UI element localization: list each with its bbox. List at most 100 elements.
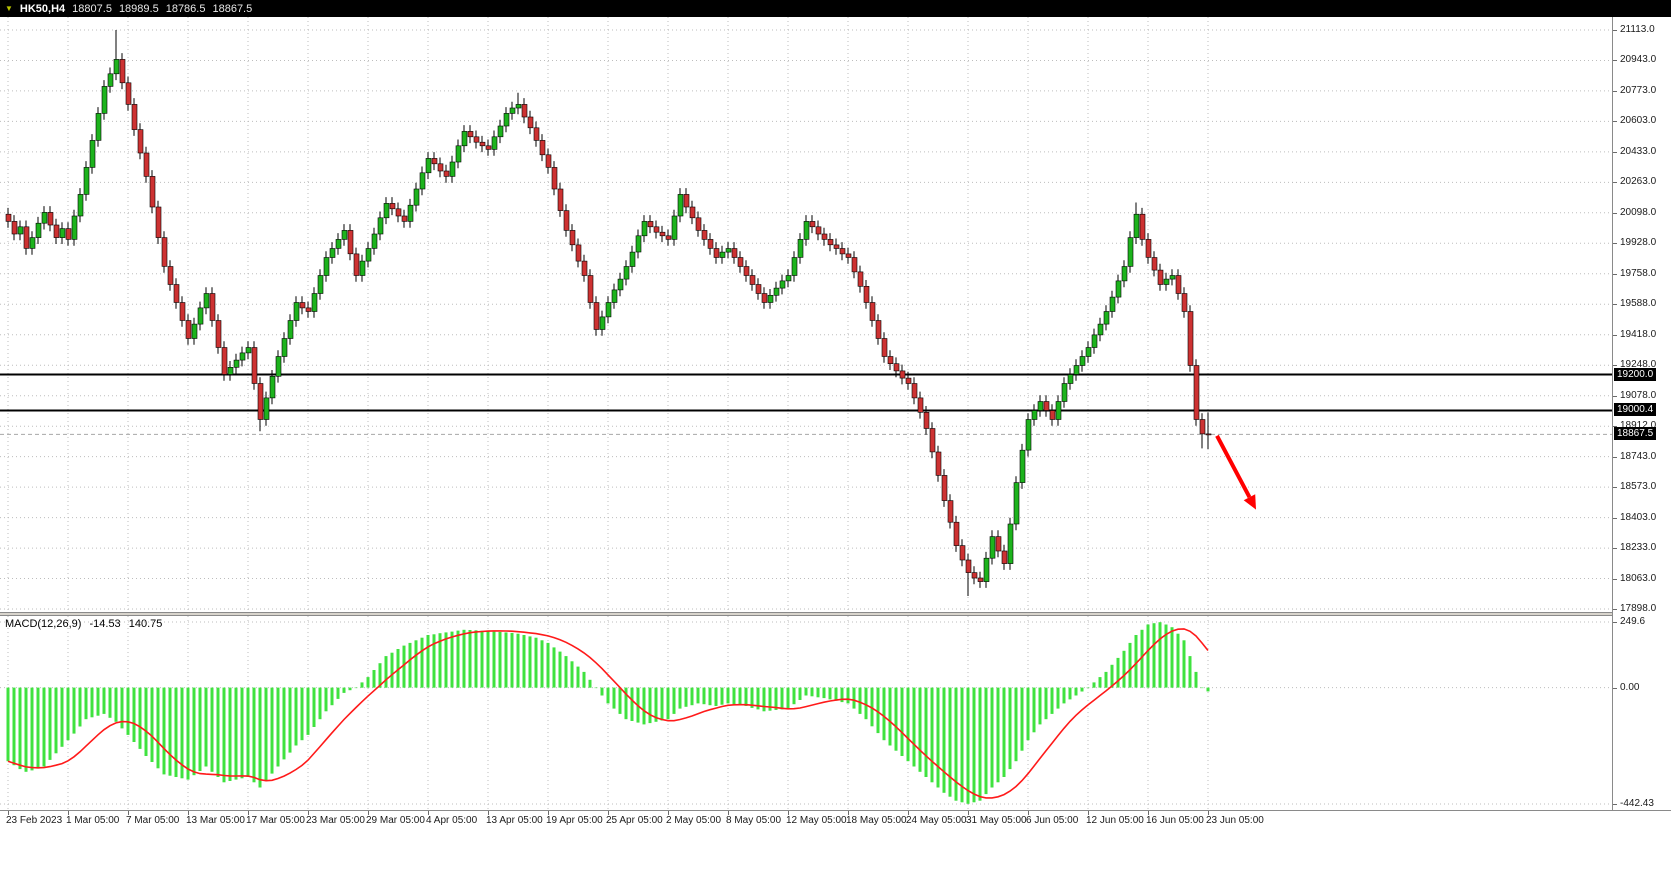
time-axis-label: 7 Mar 05:00	[126, 815, 180, 826]
ohlc-high-value: 18989.5	[118, 2, 159, 15]
window-collapse-icon[interactable]: ▼	[5, 3, 13, 13]
price-axis-tick	[1613, 213, 1617, 214]
time-axis-tick	[968, 811, 969, 815]
price-axis-tick	[1613, 121, 1617, 122]
price-axis-tick	[1613, 518, 1617, 519]
time-axis-tick	[1088, 811, 1089, 815]
ohlc-close-value: 18867.5	[212, 2, 253, 15]
price-axis-label: 21113.0	[1620, 24, 1655, 35]
time-axis-tick	[1148, 811, 1149, 815]
time-axis-tick	[128, 811, 129, 815]
price-axis-tick	[1613, 243, 1617, 244]
time-axis-label: 23 Jun 05:00	[1206, 815, 1264, 826]
price-axis-tick	[1613, 396, 1617, 397]
price-axis-tick	[1613, 91, 1617, 92]
price-axis-label: 20433.0	[1620, 146, 1657, 157]
price-axis[interactable]: 21113.0 20943.0 20773.0 20603.0 20433.0 20263…	[1612, 17, 1671, 810]
macd-axis-tick	[1613, 804, 1617, 805]
time-axis-label: 29 Mar 05:00	[366, 815, 425, 826]
time-axis-label: 18 May 05:00	[846, 815, 907, 826]
panel-separator-handle[interactable]	[0, 612, 1671, 616]
macd-indicator-label: MACD(12,26,9) -14.53 140.75	[5, 618, 167, 630]
price-axis-label: 18063.0	[1620, 573, 1657, 584]
time-axis-label: 1 Mar 05:00	[66, 815, 120, 826]
price-axis-label: 17898.0	[1620, 603, 1657, 614]
price-axis-tick	[1613, 487, 1617, 488]
time-axis-tick	[428, 811, 429, 815]
price-axis-label: 18573.0	[1620, 481, 1657, 492]
price-axis-label: 20943.0	[1620, 54, 1657, 65]
price-axis-label: 19418.0	[1620, 329, 1657, 340]
macd-name-label: MACD(12,26,9)	[5, 618, 82, 630]
current-price-tag: 18867.5	[1614, 427, 1657, 440]
time-axis-tick	[488, 811, 489, 815]
time-axis-tick	[248, 811, 249, 815]
ohlc-open-value: 18807.5	[72, 2, 112, 15]
price-axis-label: 19588.0	[1620, 298, 1657, 309]
macd-axis-label: -442.43	[1620, 798, 1654, 809]
time-axis-label: 23 Mar 05:00	[306, 815, 365, 826]
macd-axis-label: 249.6	[1620, 616, 1646, 627]
price-axis-label: 18912.0	[1620, 420, 1657, 431]
time-axis-tick	[728, 811, 729, 815]
time-axis-tick	[188, 811, 189, 815]
time-axis-tick	[908, 811, 909, 815]
macd-indicator-panel[interactable]: MACD(12,26,9) -14.53 140.75	[0, 616, 1612, 810]
time-axis-tick	[368, 811, 369, 815]
time-axis-label: 4 Apr 05:00	[426, 815, 478, 826]
price-chart-panel[interactable]	[0, 17, 1612, 612]
time-axis-label: 8 May 05:00	[726, 815, 782, 826]
time-axis-label: 17 Mar 05:00	[246, 815, 305, 826]
macd-chart-canvas[interactable]	[0, 616, 1612, 810]
price-axis-tick	[1613, 548, 1617, 549]
price-axis-label: 20263.0	[1620, 176, 1657, 187]
candlestick-chart-canvas[interactable]	[0, 17, 1612, 612]
time-axis[interactable]: 23 Feb 2023 1 Mar 05:00 7 Mar 05:00 13 Mar …	[0, 810, 1671, 889]
price-axis-tick	[1613, 335, 1617, 336]
time-axis-label: 19 Apr 05:00	[546, 815, 603, 826]
price-axis-tick	[1613, 60, 1617, 61]
time-axis-tick	[788, 811, 789, 815]
level-price-tag: 19000.4	[1614, 403, 1657, 416]
time-axis-tick	[608, 811, 609, 815]
time-axis-label: 13 Mar 05:00	[186, 815, 245, 826]
symbol-timeframe-label: HK50,H4	[19, 2, 66, 15]
price-axis-tick	[1613, 579, 1617, 580]
price-axis-label: 18403.0	[1620, 512, 1657, 523]
time-axis-label: 24 May 05:00	[906, 815, 967, 826]
time-axis-tick	[1028, 811, 1029, 815]
price-axis-tick	[1613, 304, 1617, 305]
time-axis-label: 23 Feb 2023	[6, 815, 63, 826]
price-axis-label: 19928.0	[1620, 237, 1657, 248]
macd-axis-tick	[1613, 688, 1617, 689]
chart-titlebar: ▼ HK50,H4 18807.5 18989.5 18786.5 18867.…	[0, 0, 1671, 17]
time-axis-tick	[68, 811, 69, 815]
price-axis-label: 18743.0	[1620, 451, 1657, 462]
time-axis-label: 13 Apr 05:00	[486, 815, 543, 826]
trend-arrow-annotation[interactable]	[1215, 434, 1256, 510]
price-axis-tick	[1613, 426, 1617, 427]
price-axis-tick	[1613, 182, 1617, 183]
price-axis-label: 19078.0	[1620, 390, 1657, 401]
price-axis-tick	[1613, 152, 1617, 153]
price-axis-tick	[1613, 274, 1617, 275]
macd-main-value: -14.53	[89, 618, 121, 630]
time-axis-label: 25 Apr 05:00	[606, 815, 663, 826]
price-axis-tick	[1613, 365, 1617, 366]
level-price-tag: 19200.0	[1614, 368, 1657, 381]
time-axis-label: 2 May 05:00	[666, 815, 722, 826]
macd-signal-line	[7, 628, 1209, 799]
time-axis-label: 12 May 05:00	[786, 815, 847, 826]
price-axis-tick	[1613, 30, 1617, 31]
macd-signal-value: 140.75	[128, 618, 163, 630]
price-axis-label: 20098.0	[1620, 207, 1657, 218]
price-axis-label: 19248.0	[1620, 359, 1657, 370]
time-axis-tick	[848, 811, 849, 815]
time-axis-label: 6 Jun 05:00	[1026, 815, 1079, 826]
macd-axis-tick	[1613, 622, 1617, 623]
ohlc-low-value: 18786.5	[165, 2, 206, 15]
price-axis-label: 19758.0	[1620, 268, 1657, 279]
price-axis-tick	[1613, 609, 1617, 610]
time-axis-label: 31 May 05:00	[966, 815, 1027, 826]
price-axis-tick	[1613, 457, 1617, 458]
